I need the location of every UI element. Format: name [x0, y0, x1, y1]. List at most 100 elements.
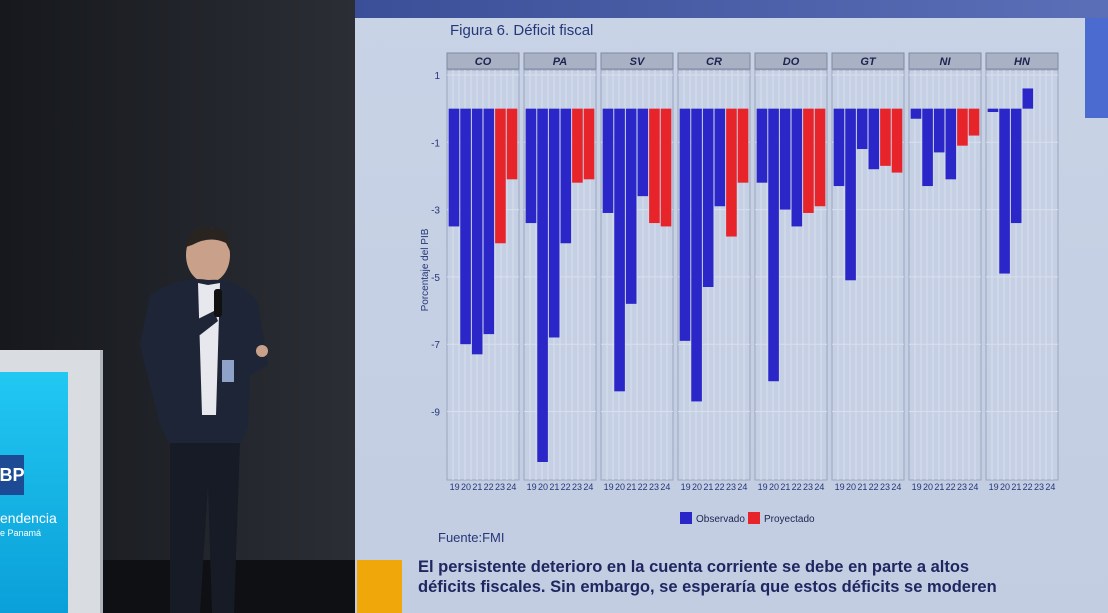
chart-bar	[891, 108, 903, 173]
x-tick-label: 22	[561, 482, 571, 492]
chart-bar	[945, 108, 957, 180]
x-tick-label: 19	[527, 482, 537, 492]
chart-bar	[833, 108, 845, 187]
x-tick-label: 24	[737, 482, 747, 492]
x-tick-label: 20	[615, 482, 625, 492]
x-tick-label: 22	[484, 482, 494, 492]
chart-bar	[791, 108, 803, 227]
x-tick-label: 22	[869, 482, 879, 492]
chart-bar	[987, 108, 999, 113]
panel-header	[523, 52, 597, 70]
panel-header	[677, 52, 751, 70]
x-tick-label: 21	[857, 482, 867, 492]
x-tick-label: 22	[792, 482, 802, 492]
body-line-1: El persistente deterioro en la cuenta co…	[418, 558, 970, 576]
panel-header-label: NI	[940, 56, 952, 68]
chart-bar	[880, 108, 891, 166]
chart-bar	[625, 108, 637, 304]
x-tick-label: 21	[626, 482, 636, 492]
slide-title: Figura 6. Déficit fiscal	[450, 22, 594, 39]
chart-bar	[649, 108, 660, 224]
chart-bar	[691, 108, 702, 402]
screen-right-band	[1085, 18, 1108, 118]
y-axis-label: Porcentaje del PIB	[420, 228, 431, 311]
x-tick-label: 20	[692, 482, 702, 492]
x-tick-label: 23	[572, 482, 582, 492]
speaker-person	[140, 226, 268, 613]
legend-swatch-projected	[748, 512, 760, 524]
y-tick-label: -9	[431, 408, 440, 419]
x-tick-label: 24	[814, 482, 824, 492]
chart-bar	[803, 108, 814, 213]
x-tick-label: 20	[769, 482, 779, 492]
x-tick-label: 19	[604, 482, 614, 492]
chart-bar	[702, 108, 714, 288]
panel-header	[600, 52, 674, 70]
chart-bar	[779, 108, 791, 210]
chart-bar	[714, 108, 726, 207]
x-tick-label: 21	[1011, 482, 1021, 492]
chart-bar	[756, 108, 768, 183]
y-tick-label: -5	[431, 273, 440, 284]
panel-header	[446, 52, 520, 70]
accent-block	[357, 560, 402, 613]
chart-bar	[506, 108, 518, 180]
panel-header	[908, 52, 982, 70]
chart-bar	[537, 108, 548, 463]
x-tick-label: 19	[681, 482, 691, 492]
chart-bar	[1010, 108, 1022, 224]
x-tick-label: 20	[461, 482, 471, 492]
slide-body-text: El persistente deterioro en la cuenta co…	[418, 557, 1088, 597]
x-tick-label: 19	[912, 482, 922, 492]
chart-bar	[602, 108, 614, 213]
x-tick-label: 22	[715, 482, 725, 492]
chart-bar	[737, 108, 749, 183]
chart-bar	[548, 108, 560, 338]
x-tick-label: 23	[1034, 482, 1044, 492]
chart-bar	[448, 108, 460, 227]
chart-bar	[933, 108, 945, 153]
screen-top-band	[355, 0, 1108, 18]
panel-header	[831, 52, 905, 70]
x-tick-label: 20	[538, 482, 548, 492]
chart-bar	[572, 108, 583, 183]
chart-bar	[614, 108, 625, 392]
y-tick-label: -3	[431, 206, 440, 217]
y-tick-label: -1	[431, 138, 440, 149]
chart-bar	[525, 108, 537, 224]
x-tick-label: 23	[880, 482, 890, 492]
body-line-2: déficits fiscales. Sin embargo, se esper…	[418, 578, 997, 596]
chart-source: Fuente:FMI	[438, 530, 505, 545]
chart-bar	[726, 108, 737, 237]
podium-text-line2: e Panamá	[0, 528, 42, 538]
x-tick-label: 20	[923, 482, 933, 492]
x-tick-label: 24	[1045, 482, 1055, 492]
panel-header-label: DO	[783, 56, 800, 68]
x-tick-label: 23	[803, 482, 813, 492]
x-tick-label: 19	[989, 482, 999, 492]
chart-bar	[679, 108, 691, 341]
x-tick-label: 19	[758, 482, 768, 492]
chart-bar	[910, 108, 922, 119]
x-tick-label: 21	[472, 482, 482, 492]
x-tick-label: 24	[660, 482, 670, 492]
x-tick-label: 24	[891, 482, 901, 492]
chart-bar	[922, 108, 933, 187]
chart-bar	[814, 108, 826, 207]
chart-bar	[999, 108, 1010, 274]
chart-bar	[968, 108, 980, 136]
x-tick-label: 24	[506, 482, 516, 492]
chart-bar	[495, 108, 506, 244]
x-tick-label: 23	[649, 482, 659, 492]
x-tick-label: 23	[957, 482, 967, 492]
y-tick-label: 1	[434, 71, 440, 82]
panel-header	[985, 52, 1059, 70]
x-tick-label: 20	[1000, 482, 1010, 492]
podium-text-line1: endencia	[0, 510, 57, 526]
podium-logo: BP	[0, 455, 25, 495]
chart-bar	[637, 108, 649, 197]
x-tick-label: 21	[780, 482, 790, 492]
panel-header-label: GT	[860, 56, 877, 68]
panel-header-label: PA	[553, 56, 568, 68]
